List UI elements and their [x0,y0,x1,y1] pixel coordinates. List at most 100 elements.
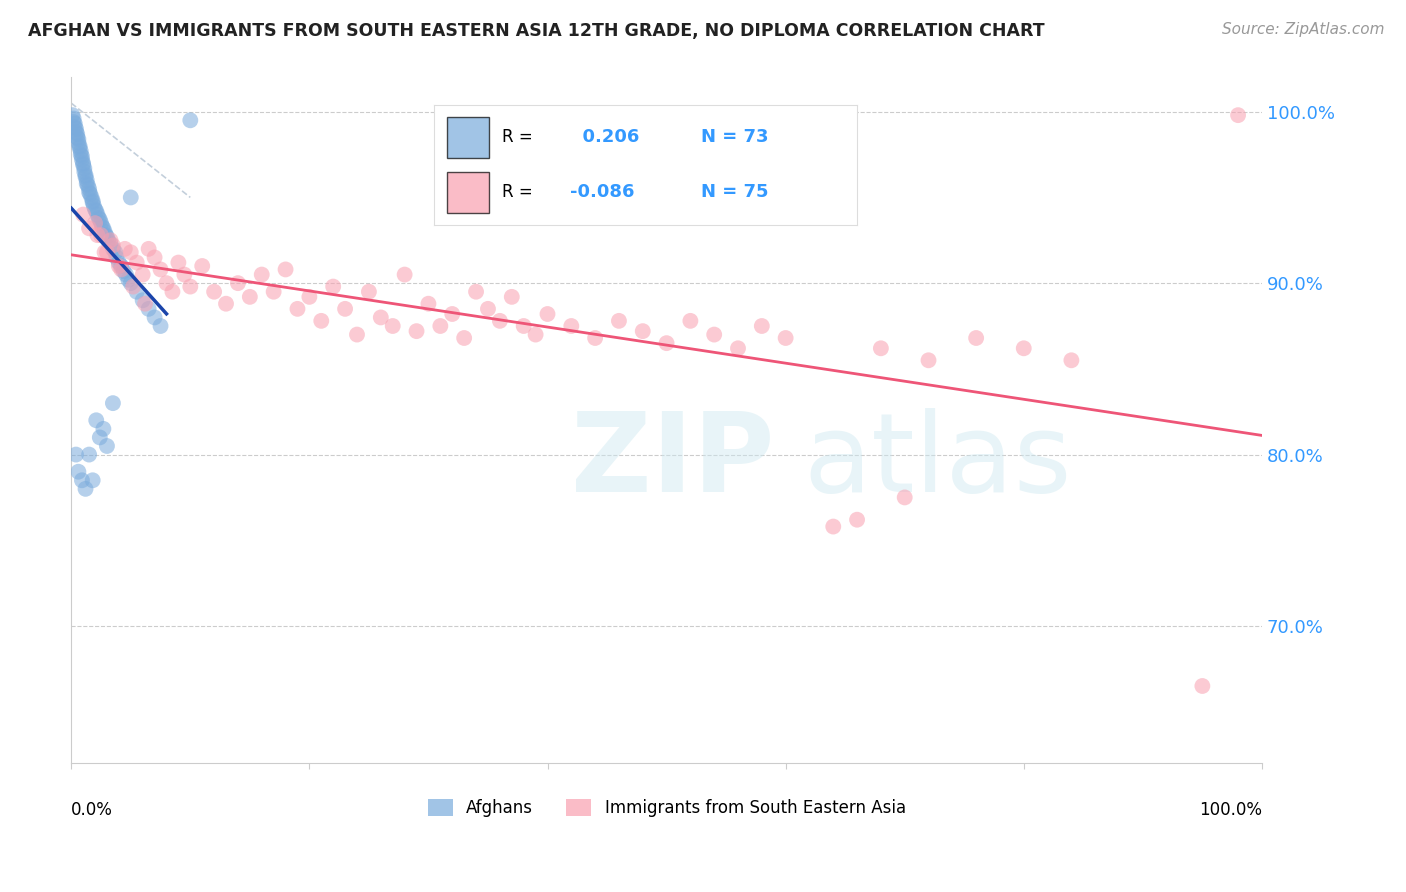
Point [167,255,190,269]
Point [138,242,160,256]
Point [86,228,108,243]
Point [418,296,440,310]
Point [90,216,112,230]
Point [465,285,488,299]
Point [727,341,749,355]
Point [143,310,166,325]
Point [72,208,94,222]
Point [655,336,678,351]
Point [69,139,91,153]
Point [70,153,93,167]
Point [89,212,111,227]
Text: AFGHAN VS IMMIGRANTS FROM SOUTH EASTERN ASIA 12TH GRADE, NO DIPLOMA CORRELATION : AFGHAN VS IMMIGRANTS FROM SOUTH EASTERN … [28,22,1045,40]
Point [84,216,107,230]
Point [96,439,118,453]
Point [72,156,94,170]
Point [91,219,114,234]
Point [311,314,333,328]
Point [120,245,142,260]
Point [441,307,464,321]
Point [751,318,773,333]
Point [239,290,262,304]
Point [77,448,100,462]
Point [70,473,93,487]
Point [870,341,893,355]
Point [250,268,273,282]
Point [69,144,91,158]
Point [77,186,100,200]
Point [97,233,120,247]
Point [62,112,84,126]
Point [179,113,201,128]
Point [965,331,987,345]
Point [607,314,630,328]
Point [322,279,344,293]
Point [115,268,138,282]
Point [429,318,451,333]
Point [536,307,558,321]
Point [77,182,100,196]
Text: ZIP: ZIP [571,408,775,515]
Point [1012,341,1035,355]
Point [179,279,201,293]
Point [215,296,238,310]
Point [560,318,582,333]
Point [155,276,177,290]
Point [79,186,101,201]
Point [405,324,427,338]
Point [84,204,107,219]
Point [125,255,148,269]
Point [75,169,97,184]
Point [70,149,93,163]
Point [63,120,86,135]
Point [823,519,845,533]
Point [775,331,797,345]
Point [67,132,90,146]
Point [69,147,91,161]
Point [138,301,160,316]
Text: 100.0%: 100.0% [1199,801,1263,819]
Point [76,173,98,187]
Point [83,199,105,213]
Point [82,473,104,487]
Point [67,465,90,479]
Point [82,195,104,210]
Point [524,327,547,342]
Point [143,251,166,265]
Point [110,262,132,277]
Point [703,327,725,342]
Point [101,242,124,256]
Point [226,276,249,290]
Point [298,290,321,304]
Point [63,117,86,131]
Point [94,228,117,243]
Point [66,130,89,145]
Point [62,115,84,129]
Point [108,259,131,273]
Point [65,125,87,139]
Point [274,262,297,277]
Point [73,161,96,176]
Point [100,233,122,247]
Point [73,165,96,179]
Point [202,285,225,299]
Point [101,238,124,252]
Point [893,491,915,505]
Point [69,141,91,155]
Point [75,482,97,496]
Point [631,324,654,338]
Point [93,245,115,260]
Point [846,513,869,527]
Point [87,211,110,225]
Point [149,318,172,333]
Point [93,221,115,235]
Point [131,293,153,308]
Point [477,301,499,316]
Point [131,268,153,282]
Point [101,396,124,410]
Point [120,190,142,204]
Point [583,331,606,345]
Point [370,310,392,325]
Point [1227,108,1250,122]
Point [333,301,356,316]
